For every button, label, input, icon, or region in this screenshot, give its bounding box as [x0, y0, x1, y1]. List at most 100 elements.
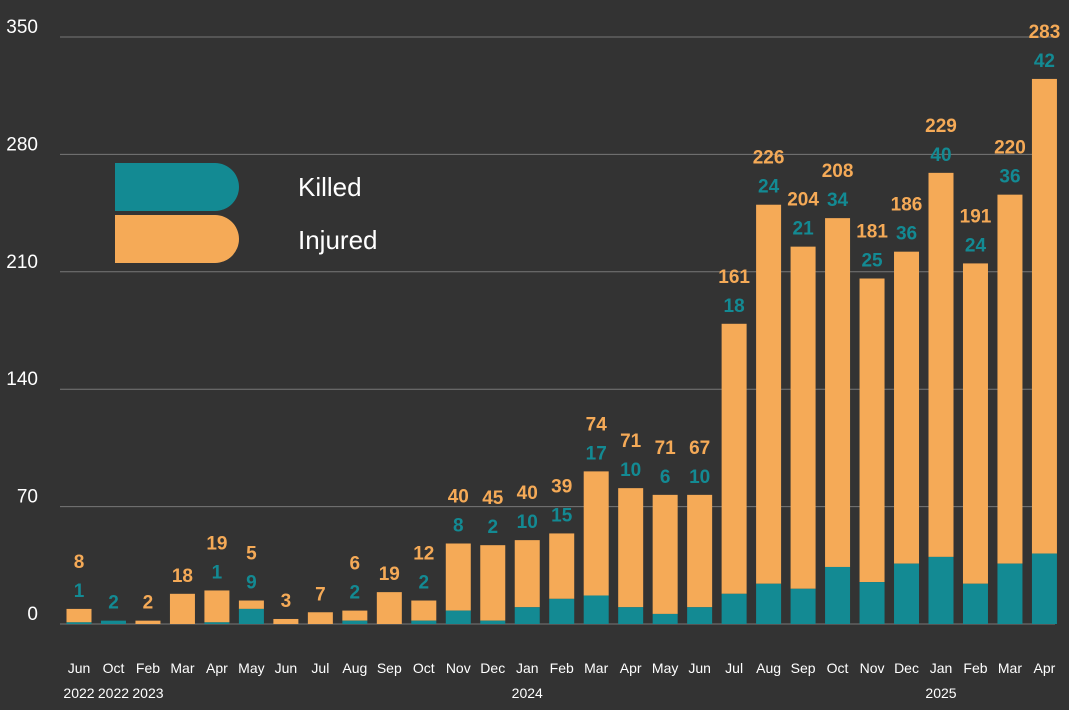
killed-value-label: 21 [793, 219, 815, 240]
injured-value-label: 5 [246, 544, 257, 565]
legend-killed-swatch [115, 163, 239, 211]
bar-killed [756, 583, 782, 624]
x-tick-label: Aug [756, 660, 781, 676]
x-year-label: 2022 [98, 685, 129, 701]
legend: Killed Injured [115, 163, 378, 263]
bar-injured [238, 600, 264, 609]
bar-injured [997, 194, 1023, 564]
x-tick-label: Mar [170, 660, 194, 676]
bar-killed [238, 608, 264, 624]
killed-value-label: 2 [350, 583, 361, 604]
killed-value-label: 10 [517, 512, 538, 533]
bar-killed [66, 622, 92, 624]
bar-injured [1031, 78, 1057, 554]
bar-killed [549, 598, 575, 624]
bar-killed [445, 610, 471, 624]
bar-injured [687, 494, 713, 608]
legend-killed-label: Killed [298, 172, 362, 202]
bar-injured [894, 251, 920, 564]
bar-killed [1031, 553, 1057, 624]
bar-injured [307, 612, 333, 624]
injured-value-label: 71 [655, 438, 677, 459]
bar-killed [204, 622, 230, 624]
injured-value-label: 2 [143, 593, 154, 614]
bar-killed [583, 595, 609, 624]
bar-killed [480, 620, 506, 624]
bar-killed [997, 563, 1023, 624]
bar-killed [652, 613, 678, 624]
injured-value-label: 8 [74, 552, 85, 573]
bar-injured [652, 494, 678, 614]
x-tick-label: Oct [413, 660, 435, 676]
bar-injured [859, 278, 885, 583]
x-tick-label: Jul [725, 660, 743, 676]
x-tick-label: Mar [584, 660, 608, 676]
killed-value-label: 40 [930, 145, 951, 166]
killed-value-label: 2 [487, 517, 498, 538]
injured-value-label: 74 [586, 414, 608, 435]
injured-value-label: 40 [448, 486, 469, 507]
killed-value-label: 8 [453, 515, 464, 536]
bar-killed [618, 607, 644, 624]
bar-injured [135, 620, 161, 624]
bar-killed [514, 607, 540, 624]
x-year-label: 2024 [512, 685, 543, 701]
x-tick-label: Apr [1034, 660, 1056, 676]
bar-killed [825, 566, 851, 624]
x-year-label: 2025 [925, 685, 956, 701]
bar-injured [66, 608, 92, 623]
bar-injured [618, 488, 644, 608]
x-tick-label: Dec [894, 660, 919, 676]
injured-value-label: 226 [753, 148, 785, 169]
injured-value-label: 39 [551, 476, 572, 497]
bar-killed [894, 563, 920, 624]
bar-injured [549, 533, 575, 599]
killed-value-label: 2 [419, 573, 430, 594]
x-tick-label: Feb [963, 660, 987, 676]
injured-value-label: 12 [413, 544, 434, 565]
y-axis-ticks: 0 70 140 210 280 350 [6, 17, 38, 625]
injured-value-label: 7 [315, 584, 326, 605]
x-tick-label: Sep [377, 660, 402, 676]
injured-value-label: 186 [891, 195, 923, 216]
killed-value-label: 36 [896, 224, 917, 245]
x-tick-label: Jan [930, 660, 953, 676]
injured-value-label: 18 [172, 566, 193, 587]
bar-killed [859, 582, 885, 624]
injured-value-label: 208 [822, 161, 854, 182]
bar-killed [928, 556, 954, 624]
x-tick-label: Apr [206, 660, 228, 676]
killed-value-label: 2 [108, 593, 119, 614]
bar-injured [928, 172, 954, 557]
killed-value-label: 15 [551, 505, 573, 526]
injured-value-label: 161 [718, 267, 750, 288]
killed-value-label: 1 [212, 562, 223, 583]
x-tick-label: Dec [480, 660, 505, 676]
bar-killed [790, 588, 816, 624]
y-tick-label: 350 [6, 17, 38, 38]
bar-injured [204, 590, 230, 623]
bar-killed [100, 620, 126, 624]
x-tick-label: Apr [620, 660, 642, 676]
bar-killed [687, 607, 713, 624]
injured-value-label: 181 [856, 222, 888, 243]
injured-value-label: 283 [1029, 22, 1061, 43]
bar-injured [445, 543, 471, 611]
bar-injured [376, 592, 402, 624]
y-tick-label: 70 [17, 487, 38, 508]
x-tick-label: Feb [550, 660, 574, 676]
injured-value-label: 71 [620, 431, 642, 452]
bar-injured [514, 540, 540, 608]
x-tick-label: Oct [103, 660, 125, 676]
injured-value-label: 3 [281, 591, 292, 612]
bar-killed [342, 620, 368, 624]
x-tick-label: Sep [791, 660, 816, 676]
x-tick-label: Aug [342, 660, 367, 676]
bar-injured [342, 610, 368, 621]
injured-value-label: 220 [994, 138, 1026, 159]
bar-injured [790, 246, 816, 589]
bar-injured [169, 593, 195, 624]
bar-injured [825, 218, 851, 567]
injured-value-label: 229 [925, 116, 957, 137]
